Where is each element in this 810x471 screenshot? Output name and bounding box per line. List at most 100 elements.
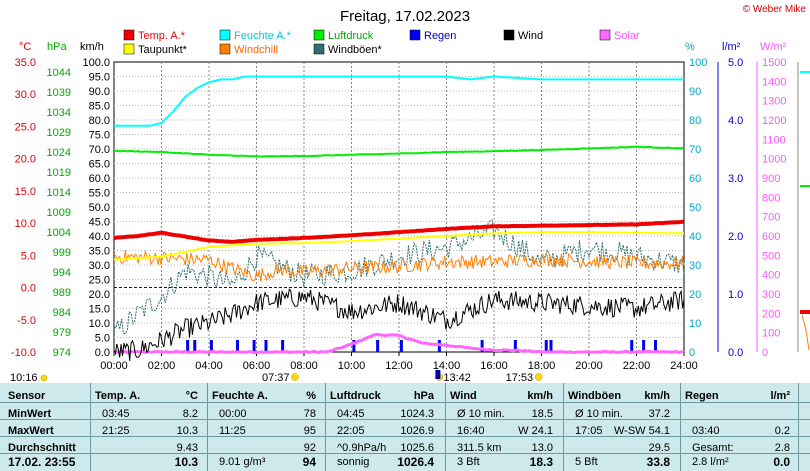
temp-axis-tick: 35.0 — [15, 57, 36, 69]
gust-row-value: 33.8 — [646, 455, 670, 469]
solar-axis-tick: 600 — [762, 231, 780, 243]
rain-bar — [281, 340, 285, 352]
gust-row-label: 5 Bft — [575, 456, 598, 468]
weather-chart: 35.0 30.0 25.0 20.0 15.0 10.0 5.0 0.0 -5.0 -10.0 1… — [10, 4, 810, 383]
legend-swatch — [219, 29, 231, 41]
wind-row-label: 3 Bft — [457, 456, 480, 468]
legend-label: Luftdruck — [328, 30, 374, 42]
pressure-row-value: 1026.9 — [400, 425, 434, 437]
pressure-header: Luftdruck — [330, 390, 381, 402]
humidity-unit: % — [306, 390, 316, 402]
chart-series — [113, 71, 810, 361]
pressure-axis-tick: 1009 — [47, 207, 71, 219]
rain-bar — [480, 340, 484, 352]
wind-row-label: 16:40 — [457, 425, 485, 437]
col-divider — [445, 383, 446, 471]
legend-swatch — [123, 43, 135, 55]
x-tick-label: 06:00 — [243, 360, 271, 372]
legend-swatch — [409, 29, 421, 41]
col-divider — [90, 383, 91, 471]
gust-line — [113, 219, 685, 335]
rain-bar — [376, 340, 380, 352]
sun-marker-label: 13:42 — [443, 372, 471, 383]
humidity-axis-tick: 90 — [689, 86, 701, 98]
wind-row-value: 13.0 — [531, 442, 553, 454]
temp-axis-unit: °C — [19, 41, 31, 53]
humidity-axis-tick: 40 — [689, 231, 701, 243]
statistics-table: Sensor MinWert MaxWert Durchschnitt 17.02. 2… — [0, 383, 810, 471]
x-tick-label: 00:00 — [100, 360, 128, 372]
rain-bar — [642, 340, 646, 352]
col-divider — [563, 383, 564, 471]
pressure-axis-tick: 1039 — [47, 87, 71, 99]
humidity-line — [114, 75, 684, 127]
rain-row-label: 2.8 l/m² — [692, 456, 729, 468]
solar-axis-tick: 800 — [762, 192, 780, 204]
wind-axis-unit: km/h — [80, 41, 104, 53]
pressure-axis-tick: 1004 — [47, 227, 71, 239]
row-label: MinWert — [8, 408, 52, 420]
legend-swatch — [123, 29, 135, 41]
dewpoint-line — [113, 231, 685, 261]
temp-axis-tick: -10.0 — [11, 347, 36, 359]
temp-row-label: 21:25 — [102, 425, 130, 437]
solar-axis-tick: 900 — [762, 173, 780, 185]
solar-axis-tick: 1100 — [762, 134, 786, 146]
solar-axis-tick: 1400 — [762, 76, 786, 88]
wind-row-value: 18.3 — [529, 455, 553, 469]
windchill-line — [113, 249, 685, 282]
gust-unit: km/h — [644, 390, 670, 402]
rain-axis-tick: 3.0 — [728, 173, 743, 185]
humidity-axis-tick: 60 — [689, 173, 701, 185]
pressure-row-label: 22:05 — [337, 425, 365, 437]
row-divider — [0, 453, 810, 454]
sunrise-label: 10:16 — [10, 372, 38, 383]
pressure-axis-unit: hPa — [47, 41, 67, 53]
rain-bar — [544, 340, 548, 352]
rain-row-label: Gesamt: — [692, 442, 734, 454]
chart-misc: Freitag, 17.02.2023 © Weber Mike 10:16 07:3… — [10, 4, 806, 383]
rain-bar — [236, 340, 239, 352]
chart-grid — [113, 61, 685, 353]
row-label: MaxWert — [8, 425, 54, 437]
wind-axis-tick: 40.0 — [89, 231, 110, 243]
gust-row-label: Ø 10 min. — [575, 408, 623, 420]
humidity-axis-tick: 0 — [689, 347, 695, 359]
legend-swatch — [599, 29, 611, 41]
x-tick-label: 24:00 — [670, 360, 698, 372]
wind-axis-tick: 10.0 — [89, 318, 110, 330]
rain-bar — [193, 340, 197, 352]
legend-swatch — [503, 29, 515, 41]
rain-bar — [252, 340, 256, 352]
row-divider — [0, 419, 810, 420]
temp-axis-tick: 30.0 — [15, 89, 36, 101]
pressure-row-label: sonnig — [337, 456, 370, 468]
sun-icon — [291, 373, 299, 381]
solar-axis-tick: 1500 — [762, 57, 786, 69]
gust-row-label: 17:05 — [575, 425, 603, 437]
col-divider — [680, 383, 681, 471]
temp-header: Temp. A. — [95, 390, 141, 402]
pressure-axis-tick: 984 — [53, 307, 71, 319]
temp-axis-tick: 25.0 — [15, 121, 36, 133]
legend-swatch — [219, 43, 231, 55]
rain-axis-tick: 2.0 — [728, 231, 743, 243]
wind-axis-tick: 30.0 — [89, 260, 110, 272]
x-tick-label: 16:00 — [480, 360, 508, 372]
solar-line — [113, 332, 685, 355]
rain-axis-tick: 1.0 — [728, 289, 743, 301]
humidity-axis-tick: 10 — [689, 318, 701, 330]
windchill-right-mark — [801, 314, 810, 351]
wind-row-label: 311.5 km — [457, 442, 502, 454]
legend-swatch — [313, 29, 325, 41]
noon-flag-icon — [435, 370, 441, 379]
solar-axis-tick: 500 — [762, 250, 780, 262]
humidity-axis-tick: 100 — [689, 57, 707, 69]
row-divider — [0, 436, 810, 437]
pressure-axis-tick: 1019 — [47, 167, 71, 179]
x-tick-label: 18:00 — [528, 360, 556, 372]
wind-axis-tick: 85.0 — [89, 101, 110, 113]
temp-row-value: 9.43 — [176, 442, 198, 454]
wind-row-label: Ø 10 min. — [457, 408, 505, 420]
solar-axis-tick: 1200 — [762, 115, 786, 127]
